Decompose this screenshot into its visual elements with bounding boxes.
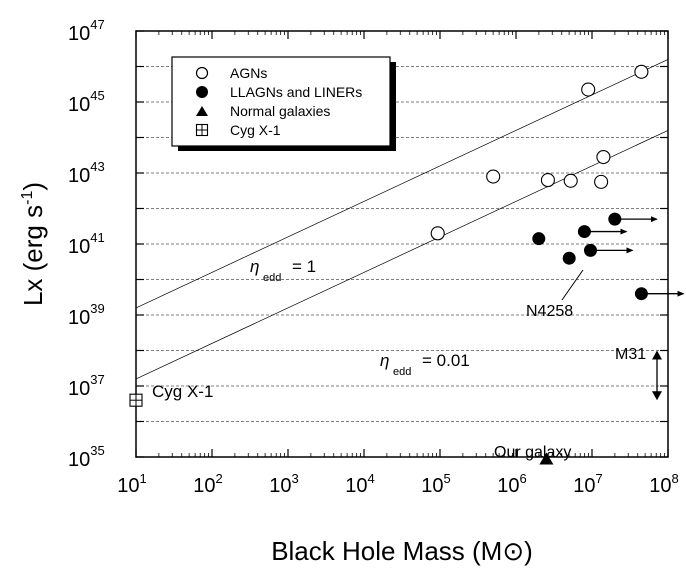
agn-point bbox=[430, 226, 445, 241]
agn-point bbox=[540, 173, 555, 188]
eta-symbol: η bbox=[380, 351, 389, 370]
y-tick-label: 1035 bbox=[68, 443, 105, 471]
x-tick-label: 104 bbox=[345, 471, 374, 497]
annotation-m31: M31 bbox=[615, 346, 646, 363]
m31-arrow-down bbox=[652, 391, 662, 401]
y-tick-label: 1045 bbox=[68, 88, 105, 116]
eddington-lines bbox=[135, 59, 669, 380]
eta-symbol: η bbox=[250, 257, 259, 276]
normal-galaxy-point bbox=[539, 452, 554, 465]
x-tick-label: 102 bbox=[193, 471, 222, 497]
legend-box bbox=[171, 56, 391, 147]
legend-normal-marker bbox=[196, 106, 208, 116]
agn-point bbox=[563, 173, 578, 188]
llagn-point bbox=[583, 243, 597, 257]
llagn-point bbox=[577, 225, 591, 239]
eddington-line bbox=[135, 59, 669, 309]
gridlines bbox=[136, 66, 668, 422]
legend-cyg-marker bbox=[195, 123, 209, 137]
eddington-label-1: η edd = 1 bbox=[250, 257, 316, 284]
y-tick-label: 1039 bbox=[68, 301, 105, 329]
agn-point bbox=[486, 169, 501, 184]
eddington-line bbox=[135, 130, 669, 380]
x-tick-label: 105 bbox=[421, 471, 450, 497]
x-tick-label: 106 bbox=[497, 471, 526, 497]
annotation-n4258: N4258 bbox=[526, 303, 573, 320]
agn-point bbox=[581, 82, 596, 97]
eta-value: = 1 bbox=[292, 257, 316, 276]
eta-subscript: edd bbox=[393, 366, 411, 378]
legend-label-cyg: Cyg X-1 bbox=[230, 122, 281, 138]
data-points bbox=[129, 64, 685, 465]
eta-value: = 0.01 bbox=[422, 351, 470, 370]
y-axis-title: Lx (erg s-1) bbox=[18, 182, 48, 306]
x-axis-ticks: 101 102 103 104 105 106 107 108 bbox=[117, 31, 679, 497]
llagn-point bbox=[532, 232, 546, 246]
legend-llagn-marker bbox=[196, 86, 208, 98]
x-axis-title: Black Hole Mass (M⊙) bbox=[271, 536, 533, 567]
y-tick-label: 1041 bbox=[68, 230, 105, 258]
legend-label-normal: Normal galaxies bbox=[230, 103, 330, 119]
agn-point bbox=[634, 64, 649, 79]
legend-agn-marker bbox=[195, 66, 209, 80]
annotation-our-galaxy: Our galaxy bbox=[494, 444, 571, 461]
n4258-pointer-line bbox=[561, 269, 584, 301]
legend-label-agn: AGNs bbox=[230, 65, 267, 81]
y-tick-label: 1037 bbox=[68, 372, 105, 400]
y-tick-label: 1043 bbox=[68, 159, 105, 187]
x-tick-label: 103 bbox=[269, 471, 298, 497]
agn-point bbox=[596, 149, 611, 165]
eta-subscript: edd bbox=[263, 272, 281, 284]
eddington-label-2: η edd = 0.01 bbox=[380, 351, 470, 378]
x-tick-label: 108 bbox=[649, 471, 678, 497]
llagn-point bbox=[562, 251, 576, 265]
x-tick-label: 101 bbox=[117, 471, 146, 497]
y-tick-label: 1047 bbox=[68, 17, 105, 45]
legend-label-llagn: LLAGNs and LINERs bbox=[230, 84, 362, 100]
x-tick-label: 107 bbox=[573, 471, 602, 497]
m31-arrow-up bbox=[652, 350, 662, 360]
annotation-cyg-x1: Cyg X-1 bbox=[152, 382, 213, 401]
llagn-point bbox=[634, 287, 648, 301]
llagn-point bbox=[608, 212, 622, 226]
y-axis-ticks: 1035 1037 1039 1041 1043 1045 1047 bbox=[68, 17, 668, 471]
legend: AGNs LLAGNs and LINERs Normal galaxies C… bbox=[171, 56, 396, 151]
agn-point bbox=[594, 174, 609, 189]
